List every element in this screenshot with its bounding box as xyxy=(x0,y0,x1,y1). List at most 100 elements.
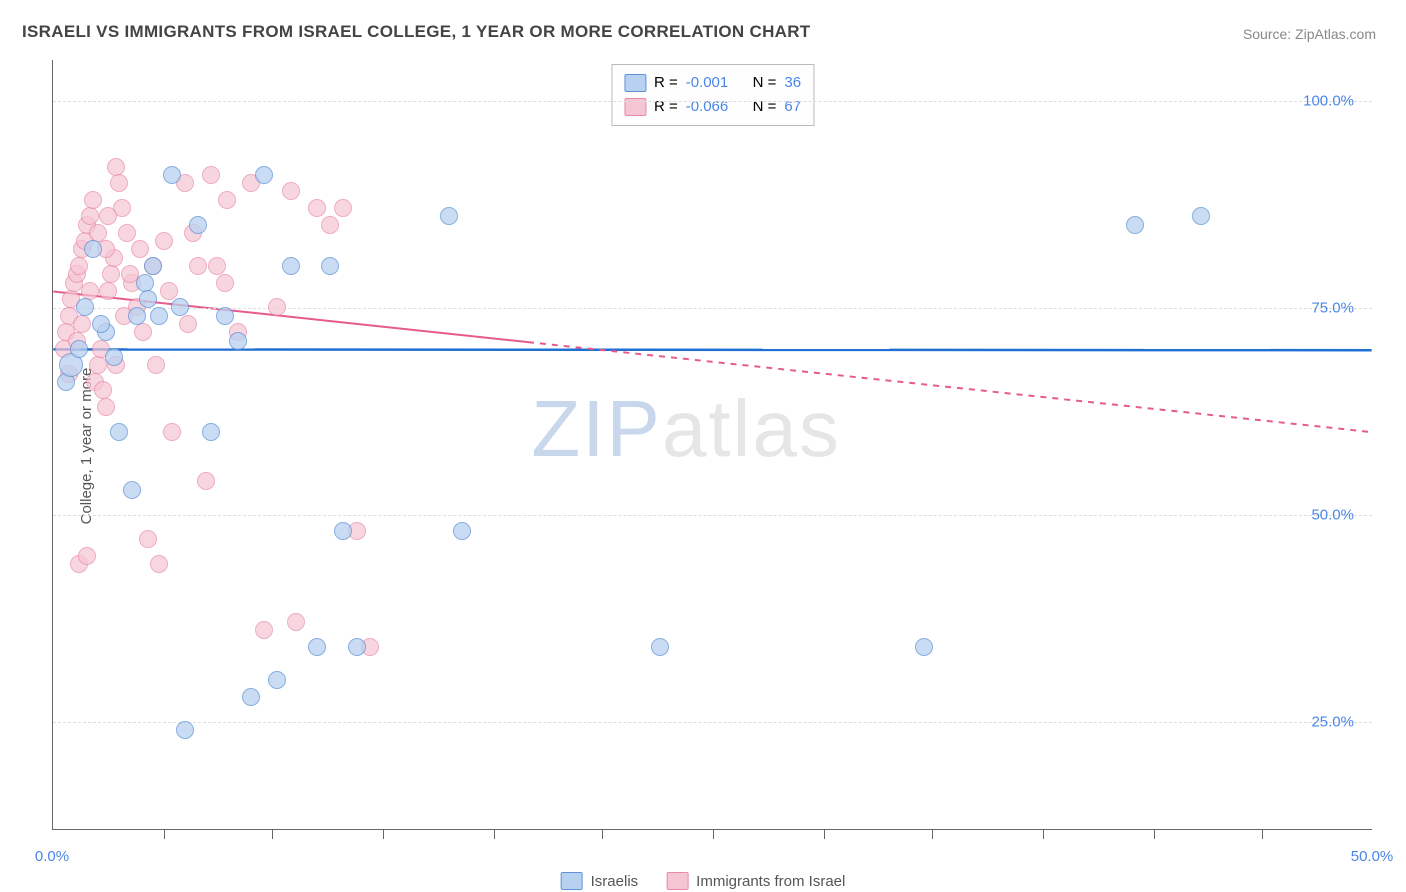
data-point-immigrants xyxy=(287,613,305,631)
r-label: R = xyxy=(654,71,678,95)
data-point-immigrants xyxy=(107,158,125,176)
data-point-immigrants xyxy=(321,216,339,234)
data-point-immigrants xyxy=(99,207,117,225)
data-point-immigrants xyxy=(78,547,96,565)
data-point-israelis xyxy=(123,481,141,499)
data-point-immigrants xyxy=(81,207,99,225)
source-prefix: Source: xyxy=(1243,26,1295,42)
legend-label-immigrants: Immigrants from Israel xyxy=(696,873,845,890)
legend-item-israelis: Israelis xyxy=(561,872,639,890)
data-point-immigrants xyxy=(134,323,152,341)
x-tick xyxy=(602,829,603,839)
x-tick xyxy=(1154,829,1155,839)
x-tick xyxy=(1043,829,1044,839)
y-tick-label: 50.0% xyxy=(1311,507,1354,524)
r-value-israelis: -0.001 xyxy=(686,71,729,95)
data-point-immigrants xyxy=(202,166,220,184)
x-tick xyxy=(494,829,495,839)
source-attribution: Source: ZipAtlas.com xyxy=(1243,26,1376,42)
x-tick xyxy=(164,829,165,839)
data-point-immigrants xyxy=(197,472,215,490)
data-point-israelis xyxy=(282,257,300,275)
data-point-israelis xyxy=(268,671,286,689)
y-tick-label: 25.0% xyxy=(1311,714,1354,731)
x-tick xyxy=(713,829,714,839)
data-point-immigrants xyxy=(334,199,352,217)
data-point-immigrants xyxy=(208,257,226,275)
data-point-israelis xyxy=(70,340,88,358)
gridline xyxy=(53,515,1372,516)
data-point-immigrants xyxy=(70,257,88,275)
data-point-israelis xyxy=(92,315,110,333)
data-point-israelis xyxy=(255,166,273,184)
data-point-immigrants xyxy=(118,224,136,242)
r-label: R = xyxy=(654,95,678,119)
data-point-israelis xyxy=(84,240,102,258)
correlation-row-israelis: R = -0.001 N = 36 xyxy=(624,71,801,95)
chart-title: ISRAELI VS IMMIGRANTS FROM ISRAEL COLLEG… xyxy=(22,22,810,42)
correlation-legend: R = -0.001 N = 36 R = -0.066 N = 67 xyxy=(611,64,814,126)
data-point-israelis xyxy=(128,307,146,325)
data-point-immigrants xyxy=(282,182,300,200)
data-point-israelis xyxy=(150,307,168,325)
data-point-israelis xyxy=(163,166,181,184)
x-tick-label: 0.0% xyxy=(35,848,69,865)
data-point-israelis xyxy=(76,298,94,316)
source-name: ZipAtlas.com xyxy=(1295,26,1376,42)
data-point-israelis xyxy=(144,257,162,275)
data-point-israelis xyxy=(321,257,339,275)
data-point-israelis xyxy=(176,721,194,739)
data-point-israelis xyxy=(216,307,234,325)
scatter-plot-area: ZIPatlas R = -0.001 N = 36 R = -0.066 N … xyxy=(52,60,1372,830)
data-point-israelis xyxy=(915,638,933,656)
legend-label-israelis: Israelis xyxy=(591,873,639,890)
data-point-immigrants xyxy=(89,224,107,242)
data-point-immigrants xyxy=(84,191,102,209)
data-point-immigrants xyxy=(81,282,99,300)
data-point-immigrants xyxy=(163,423,181,441)
data-point-israelis xyxy=(348,638,366,656)
data-point-israelis xyxy=(1192,207,1210,225)
data-point-israelis xyxy=(242,688,260,706)
data-point-immigrants xyxy=(179,315,197,333)
data-point-immigrants xyxy=(131,240,149,258)
data-point-immigrants xyxy=(94,381,112,399)
data-point-immigrants xyxy=(102,265,120,283)
x-tick xyxy=(824,829,825,839)
gridline xyxy=(53,101,1372,102)
data-point-immigrants xyxy=(218,191,236,209)
data-point-immigrants xyxy=(308,199,326,217)
n-value-israelis: 36 xyxy=(784,71,801,95)
data-point-israelis xyxy=(440,207,458,225)
gridline xyxy=(53,308,1372,309)
data-point-israelis xyxy=(139,290,157,308)
data-point-immigrants xyxy=(160,282,178,300)
data-point-israelis xyxy=(229,332,247,350)
n-value-immigrants: 67 xyxy=(784,95,801,119)
data-point-israelis xyxy=(651,638,669,656)
swatch-immigrants xyxy=(666,872,688,890)
data-point-immigrants xyxy=(268,298,286,316)
x-tick-label: 50.0% xyxy=(1351,848,1394,865)
x-tick xyxy=(932,829,933,839)
data-point-immigrants xyxy=(150,555,168,573)
data-point-israelis xyxy=(334,522,352,540)
data-point-immigrants xyxy=(99,282,117,300)
n-label: N = xyxy=(753,71,777,95)
x-tick xyxy=(1262,829,1263,839)
data-point-israelis xyxy=(136,274,154,292)
data-point-israelis xyxy=(171,298,189,316)
data-point-israelis xyxy=(202,423,220,441)
n-label: N = xyxy=(753,95,777,119)
x-tick xyxy=(272,829,273,839)
data-point-immigrants xyxy=(189,257,207,275)
watermark: ZIPatlas xyxy=(531,383,840,475)
data-point-israelis xyxy=(105,348,123,366)
data-point-immigrants xyxy=(155,232,173,250)
data-point-immigrants xyxy=(139,530,157,548)
y-tick-label: 75.0% xyxy=(1311,300,1354,317)
data-point-immigrants xyxy=(110,174,128,192)
data-point-immigrants xyxy=(147,356,165,374)
data-point-immigrants xyxy=(216,274,234,292)
x-tick xyxy=(383,829,384,839)
